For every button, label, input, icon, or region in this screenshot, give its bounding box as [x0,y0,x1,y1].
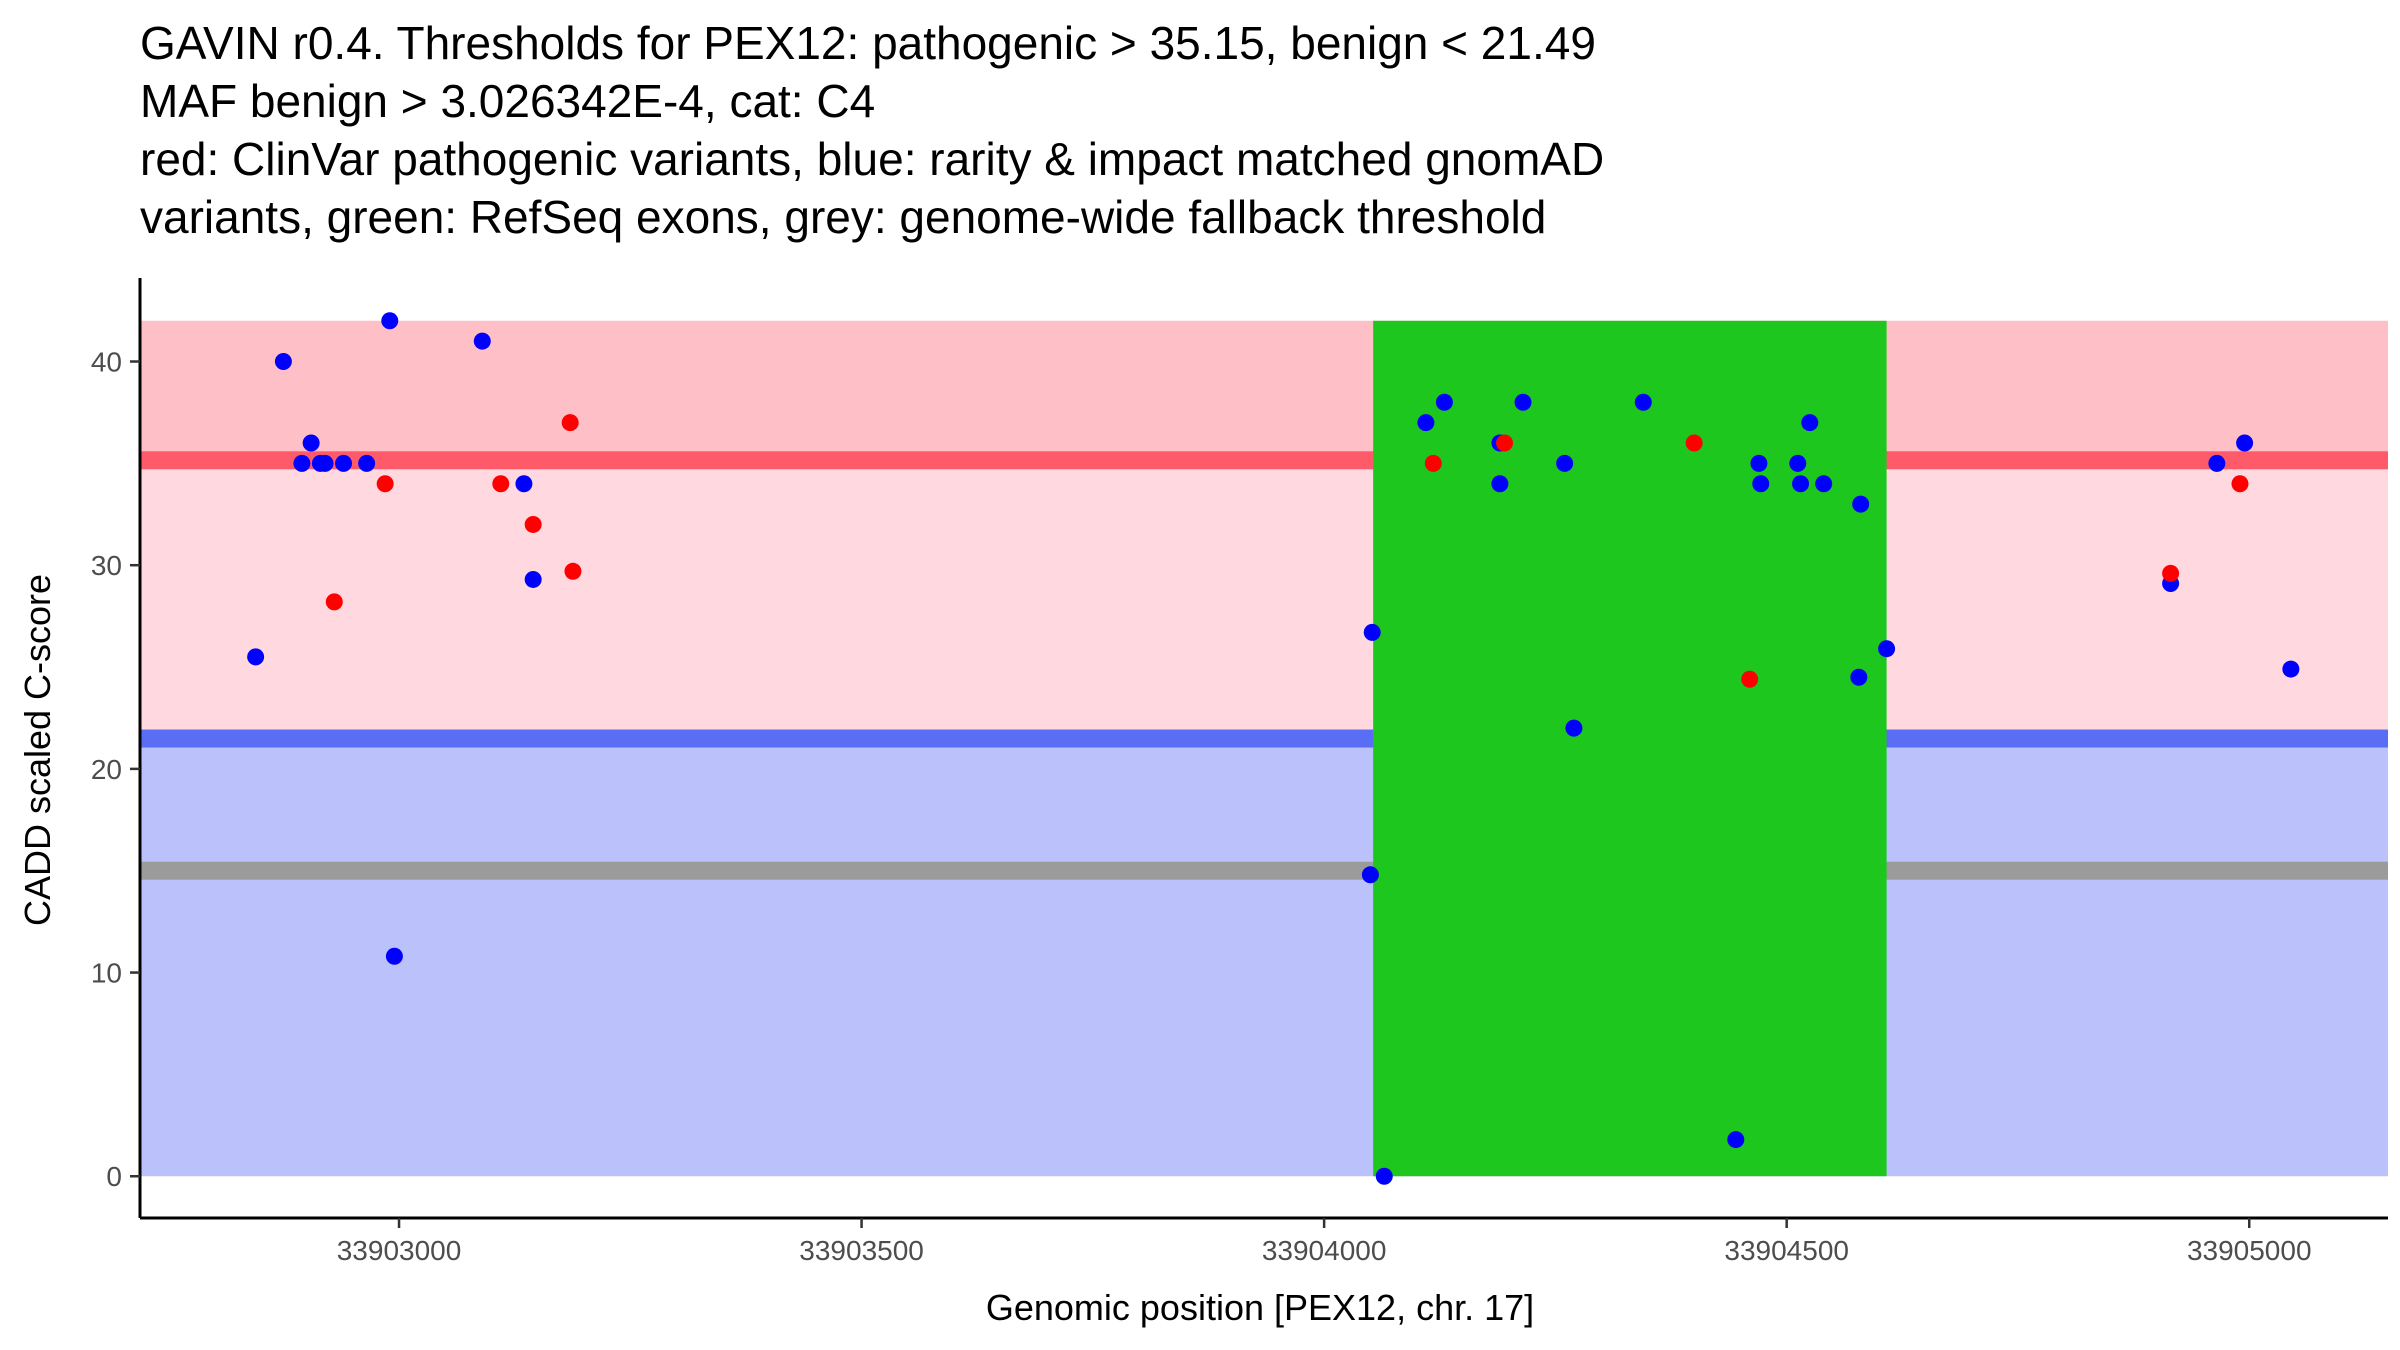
title-line-2: MAF benign > 3.026342E-4, cat: C4 [140,75,876,127]
gnomad-variant-point [274,353,292,371]
title-line-3: red: ClinVar pathogenic variants, blue: … [140,133,1605,185]
gnomad-variant-point [1361,866,1379,884]
gnomad-variant-point [1850,668,1868,686]
clinvar-pathogenic-point [1496,434,1514,452]
gnomad-variant-point [1792,475,1810,493]
y-tick-label: 40 [91,347,122,378]
gnomad-variant-point [1491,475,1509,493]
gnomad-variant-point [1565,719,1583,737]
pathogenic-threshold-line [140,451,2388,470]
gnomad-variant-point [1801,414,1819,432]
gnomad-variant-point [2236,434,2254,452]
gnomad-variant-point [1878,640,1896,658]
x-tick-label: 33904500 [1724,1235,1849,1266]
clinvar-pathogenic-point [492,475,510,493]
clinvar-pathogenic-point [376,475,394,493]
middle-band [140,460,2388,739]
gnomad-variant-point [1815,475,1833,493]
y-tick-label: 10 [91,958,122,989]
y-axis-title: CADD scaled C-score [17,574,58,926]
clinvar-pathogenic-point [524,515,542,533]
gnomad-variant-point [381,312,399,330]
exon-region [1373,320,1887,1177]
clinvar-pathogenic-point [2231,475,2249,493]
gnomad-variant-point [358,454,376,472]
gnomad-variant-point [2282,660,2300,678]
clinvar-pathogenic-point [1424,454,1442,472]
clinvar-pathogenic-point [561,414,579,432]
y-tick-label: 0 [106,1161,122,1192]
gnomad-variant-point [1435,393,1453,411]
gnomad-variant-point [302,434,320,452]
gnomad-variant-point [524,570,542,588]
y-tick-label: 30 [91,550,122,581]
pathogenic-band [140,320,2388,461]
gnomad-variant-point [1727,1131,1745,1149]
gnomad-variant-point [247,648,265,666]
clinvar-pathogenic-point [2162,564,2180,582]
gnomad-variant-point [316,454,334,472]
clinvar-pathogenic-point [1685,434,1703,452]
fallback-threshold-line [140,861,2388,880]
gnomad-variant-point [1375,1167,1393,1185]
gnomad-variant-point [1789,454,1807,472]
gnomad-variant-point [515,475,533,493]
gnomad-variant-point [1750,454,1768,472]
regions-layer [140,320,2388,1177]
clinvar-pathogenic-point [564,562,582,580]
gnomad-variant-point [1363,623,1381,641]
axes-layer: 33903000 33903500 33904000 33904500 33905000… [91,278,2388,1266]
gnomad-variant-point [2208,454,2226,472]
clinvar-pathogenic-point [325,593,343,611]
gnomad-variant-point [385,947,403,965]
x-tick-label: 33904000 [1262,1235,1387,1266]
title-line-4: variants, green: RefSeq exons, grey: gen… [140,191,1547,243]
benign-band [140,738,2388,1177]
x-tick-label: 33905000 [2187,1235,2312,1266]
gnomad-variant-point [473,332,491,350]
x-tick-label: 33903500 [799,1235,924,1266]
gnomad-variant-point [1634,393,1652,411]
gnomad-variant-point [335,454,353,472]
x-tick-label: 33903000 [337,1235,462,1266]
benign-threshold-line [140,729,2388,748]
points-layer [247,312,2300,1185]
clinvar-pathogenic-point [1741,670,1759,688]
y-tick-label: 20 [91,754,122,785]
title-line-1: GAVIN r0.4. Thresholds for PEX12: pathog… [140,17,1596,69]
gnomad-variant-point [1852,495,1870,513]
gnomad-variant-point [1417,414,1435,432]
x-axis-title: Genomic position [PEX12, chr. 17] [986,1287,1534,1328]
gnomad-variant-point [1556,454,1574,472]
chart-title: GAVIN r0.4. Thresholds for PEX12: pathog… [140,14,2380,246]
gnomad-variant-point [1514,393,1532,411]
gnomad-variant-point [293,454,311,472]
gnomad-variant-point [1752,475,1770,493]
exon-layer [1373,320,1887,1177]
